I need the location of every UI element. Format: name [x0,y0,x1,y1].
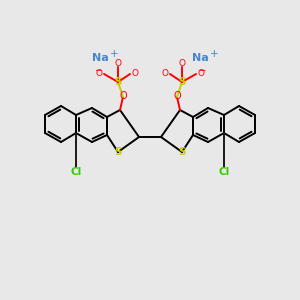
Text: Cl: Cl [70,167,82,177]
Text: O: O [119,91,127,101]
Text: S: S [114,77,122,87]
Text: O: O [161,70,168,79]
Text: S: S [178,147,186,157]
Text: O: O [115,59,122,68]
Text: +: + [110,49,118,59]
Text: Na: Na [92,53,108,63]
Text: O: O [95,70,102,79]
Text: Cl: Cl [218,167,230,177]
Text: S: S [178,77,186,87]
Text: Na: Na [192,53,208,63]
Text: O: O [178,59,185,68]
Text: −: − [198,65,206,74]
Text: S: S [114,147,122,157]
Text: +: + [210,49,218,59]
Text: O: O [132,70,139,79]
Text: O: O [173,91,181,101]
Text: −: − [94,65,102,74]
Text: O: O [198,70,205,79]
